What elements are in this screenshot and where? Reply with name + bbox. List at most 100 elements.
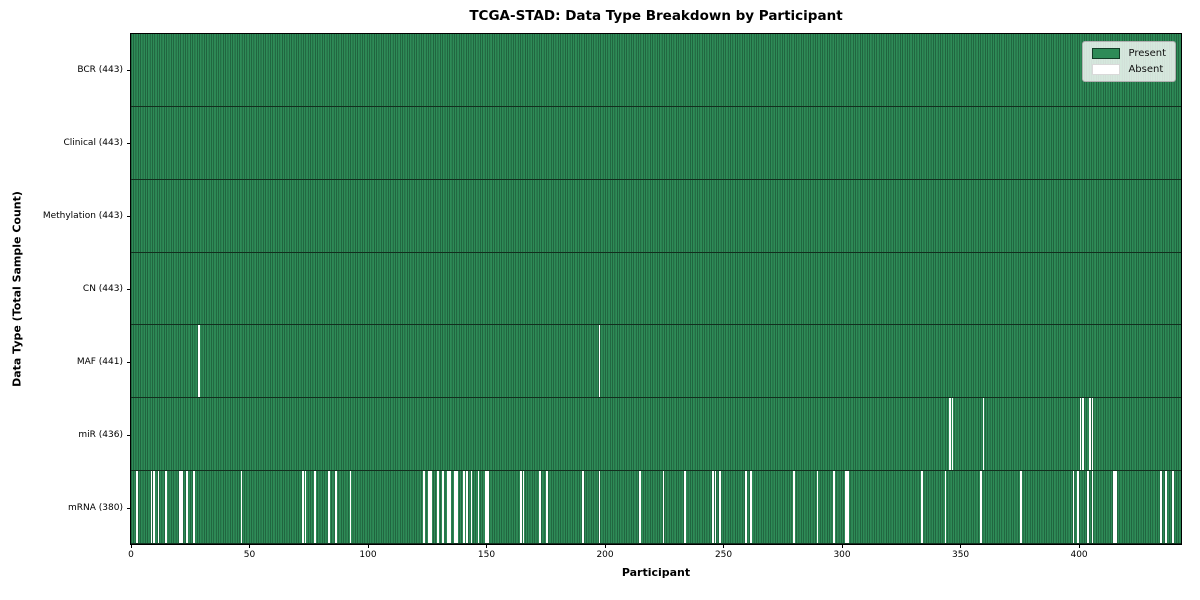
absent-cell [302, 471, 305, 544]
absent-cell [951, 398, 954, 471]
absent-cell [1160, 471, 1163, 544]
heatmap-row-Clinical [131, 106, 1181, 180]
y-tick-label-MAF: MAF (441) [76, 356, 123, 367]
absent-cell [1172, 471, 1174, 544]
x-tick-label-200: 200 [596, 550, 614, 560]
absent-cell [136, 471, 139, 544]
absent-cell [470, 471, 473, 544]
absent-cell [463, 471, 466, 544]
absent-cell [157, 471, 160, 544]
absent-cell [442, 471, 444, 544]
absent-cell [1112, 471, 1115, 544]
absent-cell [181, 471, 184, 544]
absent-cell [1091, 398, 1094, 471]
absent-cell [581, 471, 584, 544]
x-tick-mark [367, 544, 369, 548]
x-tick-mark [249, 544, 250, 548]
absent-cell [437, 471, 440, 544]
absent-cell [423, 471, 425, 544]
legend-label-absent: Absent [1128, 63, 1164, 75]
absent-cell [745, 471, 748, 544]
absent-cell [240, 471, 243, 544]
absent-cell [845, 471, 847, 544]
absent-cell [477, 471, 480, 544]
heatmap-row-CN [131, 252, 1181, 326]
absent-cell [847, 471, 850, 544]
x-tick-mark [1078, 544, 1080, 548]
absent-cell [430, 471, 432, 544]
y-axis-label: Data Type (Total Sample Count) [10, 191, 24, 387]
absent-cell [712, 471, 715, 544]
legend-item-present: Present [1092, 48, 1166, 59]
absent-cell [314, 471, 316, 544]
x-tick-label-400: 400 [1070, 550, 1088, 560]
absent-cell [1089, 398, 1091, 471]
y-tick-label-Methylation: Methylation (443) [42, 211, 123, 222]
absent-cell [328, 471, 331, 544]
x-tick-mark [486, 544, 488, 548]
absent-cell [638, 471, 641, 544]
heatmap-row-BCR [131, 34, 1181, 107]
y-tick-label-mRNA: mRNA (380) [68, 502, 123, 513]
absent-cell [546, 471, 549, 544]
absent-cell [792, 471, 795, 544]
y-tick-mark [127, 507, 131, 509]
absent-cell [719, 471, 722, 544]
absent-cell [683, 471, 686, 544]
x-tick-mark [960, 544, 962, 548]
absent-cell [714, 471, 717, 544]
x-tick-label-0: 0 [128, 550, 134, 560]
absent-cell [1020, 471, 1023, 544]
absent-cell [152, 471, 155, 544]
absent-cell [1115, 471, 1117, 544]
absent-cell [816, 471, 819, 544]
absent-cell [750, 471, 752, 544]
chart-title: TCGA-STAD: Data Type Breakdown by Partic… [469, 8, 843, 24]
absent-cell [487, 471, 489, 544]
plot-area: Present Absent BCR (443) Clinical (443) Me… [43, 33, 1182, 560]
absent-cell [598, 325, 601, 398]
y-tick-mark [127, 70, 131, 72]
absent-cell [449, 471, 451, 544]
absent-cell [944, 471, 947, 544]
x-tick-mark [130, 544, 132, 548]
y-tick-label-BCR: BCR (443) [77, 65, 123, 76]
legend: Present Absent [1082, 41, 1176, 82]
absent-cell [164, 471, 167, 544]
absent-cell [520, 471, 523, 544]
absent-cell [179, 471, 181, 544]
y-tick-mark [127, 361, 131, 363]
absent-cell [446, 471, 449, 544]
x-tick-label-100: 100 [359, 550, 377, 560]
legend-label-present: Present [1128, 47, 1166, 59]
x-tick-label-150: 150 [477, 550, 496, 560]
absent-cell [833, 471, 835, 544]
absent-cell [949, 398, 952, 471]
absent-cell [427, 471, 430, 544]
absent-cell [335, 471, 338, 544]
legend-swatch-absent-icon [1092, 64, 1121, 75]
absent-cell [150, 471, 153, 544]
y-tick-label-miR: miR (436) [78, 429, 123, 440]
absent-cell [539, 471, 542, 544]
absent-cell [980, 471, 982, 544]
heatmap-row-MAF [131, 325, 1181, 399]
x-tick-label-350: 350 [951, 550, 970, 560]
x-tick-mark [841, 544, 843, 548]
absent-cell [1082, 398, 1084, 471]
absent-cell [1086, 471, 1089, 544]
absent-cell [920, 471, 923, 544]
absent-cell [1079, 398, 1082, 471]
absent-cell [982, 398, 985, 471]
absent-cell [1091, 471, 1094, 544]
absent-cell [304, 471, 307, 544]
y-tick-label-Clinical: Clinical (443) [63, 138, 123, 149]
absent-cell [598, 471, 601, 544]
y-tick-mark [127, 289, 131, 290]
absent-cell [349, 471, 352, 544]
absent-cell [456, 471, 459, 544]
x-tick-mark [723, 544, 725, 548]
absent-cell [193, 471, 195, 544]
x-tick-label-250: 250 [714, 550, 733, 560]
